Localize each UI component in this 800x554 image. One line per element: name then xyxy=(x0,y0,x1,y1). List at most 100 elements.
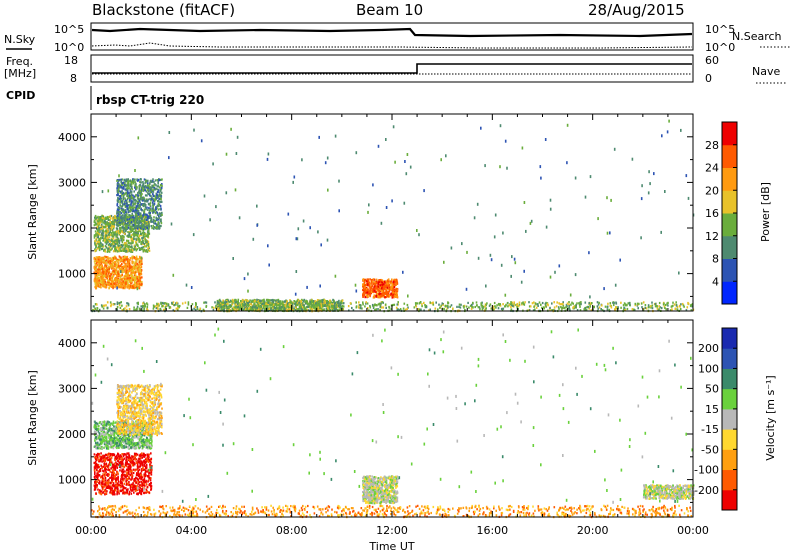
data-cell xyxy=(133,227,136,230)
data-cell xyxy=(135,205,138,208)
data-cell xyxy=(277,302,279,306)
data-cell xyxy=(645,307,648,310)
data-cell xyxy=(396,309,398,312)
data-cell xyxy=(94,266,97,269)
data-cell xyxy=(149,216,151,219)
data-cell xyxy=(274,303,276,306)
data-cell xyxy=(244,303,246,306)
data-cell xyxy=(341,302,343,305)
data-cell xyxy=(133,278,136,282)
data-cell xyxy=(268,299,271,302)
data-cell xyxy=(127,248,130,251)
data-cell xyxy=(131,275,134,278)
data-cell xyxy=(134,272,136,275)
data-cell xyxy=(318,300,320,303)
data-cell xyxy=(499,304,502,307)
data-cell xyxy=(160,214,162,218)
data-cell xyxy=(289,300,292,303)
data-cell xyxy=(103,238,105,241)
data-cell xyxy=(153,216,155,219)
data-cell xyxy=(93,234,96,237)
data-cell xyxy=(97,245,100,249)
data-cell xyxy=(372,296,375,299)
data-cell xyxy=(135,225,137,228)
data-cell xyxy=(142,234,145,237)
data-cell xyxy=(322,305,324,308)
data-cell xyxy=(141,203,144,206)
data-cell xyxy=(132,209,135,213)
data-cell xyxy=(665,308,667,311)
data-cell xyxy=(165,302,168,305)
data-cell xyxy=(112,303,115,306)
data-cell xyxy=(160,191,163,194)
data-cell xyxy=(141,199,144,202)
data-cell xyxy=(134,245,137,248)
data-cell xyxy=(104,223,107,226)
data-cell xyxy=(576,302,578,305)
data-cell xyxy=(276,307,279,310)
data-cell xyxy=(96,284,99,287)
data-cell xyxy=(100,304,103,307)
data-cell xyxy=(121,190,123,193)
data-cell xyxy=(100,272,103,275)
data-cell xyxy=(136,277,139,280)
data-cell xyxy=(679,308,682,311)
data-cell xyxy=(138,264,140,267)
data-cell xyxy=(167,304,170,307)
data-cell xyxy=(105,285,108,289)
data-cell xyxy=(284,306,287,309)
data-cell xyxy=(623,306,625,309)
data-cell xyxy=(443,308,445,311)
data-cell xyxy=(300,303,303,307)
data-cell xyxy=(141,306,144,309)
data-cell xyxy=(380,302,382,305)
data-cell xyxy=(147,190,150,193)
data-cell xyxy=(332,300,335,304)
data-cell xyxy=(115,249,118,252)
data-cell xyxy=(385,293,388,296)
data-cell xyxy=(150,220,152,223)
data-cell xyxy=(118,197,121,200)
data-cell xyxy=(121,205,124,208)
data-cell xyxy=(136,276,138,279)
data-cell xyxy=(471,303,473,306)
data-cell xyxy=(610,306,613,309)
data-cell xyxy=(96,268,99,271)
data-cell xyxy=(362,283,364,287)
data-cell xyxy=(624,308,627,312)
data-cell xyxy=(389,282,392,285)
data-cell xyxy=(558,302,560,305)
data-cell xyxy=(497,302,500,306)
data-cell xyxy=(147,192,149,195)
data-cell xyxy=(648,306,650,309)
data-cell xyxy=(107,230,109,233)
data-cell xyxy=(134,194,137,197)
data-cell xyxy=(134,181,137,184)
data-cell xyxy=(327,304,329,307)
data-cell xyxy=(334,301,337,304)
data-cell xyxy=(132,265,135,268)
data-cell xyxy=(143,216,145,219)
data-cell xyxy=(322,308,324,311)
data-cell xyxy=(117,181,119,185)
data-cell xyxy=(125,258,128,261)
data-cell xyxy=(133,263,136,266)
data-cell xyxy=(132,194,134,197)
data-cell xyxy=(471,305,473,308)
data-cell xyxy=(158,304,160,307)
data-cell xyxy=(315,303,318,306)
data-cell xyxy=(100,217,103,220)
data-cell xyxy=(263,304,265,307)
data-cell xyxy=(104,220,106,223)
data-cell xyxy=(277,307,280,310)
data-cell xyxy=(152,193,154,196)
data-cell xyxy=(617,306,619,309)
data-cell xyxy=(112,275,114,278)
data-cell xyxy=(667,301,669,304)
data-cell xyxy=(126,270,129,273)
data-cell xyxy=(112,284,114,287)
data-cell xyxy=(138,225,140,229)
data-cell xyxy=(225,299,227,302)
data-cell xyxy=(114,245,117,248)
data-cell xyxy=(111,223,114,226)
